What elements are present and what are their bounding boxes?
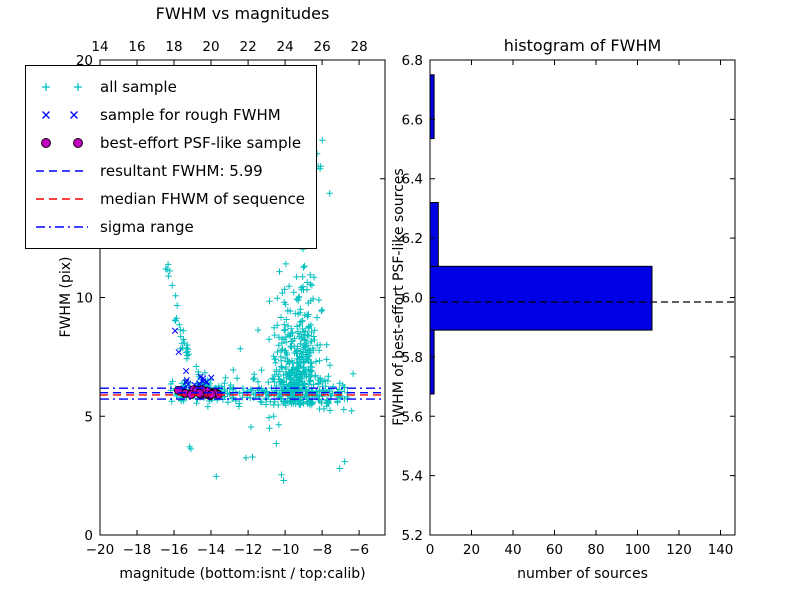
- circle-marker-icon: [41, 138, 83, 148]
- tick-label: 6.8: [402, 53, 423, 69]
- histogram-bars: [429, 74, 653, 395]
- legend-item: median FHWM of sequence: [34, 185, 312, 213]
- tick-label: 14: [91, 39, 108, 55]
- legend-item-label: median FHWM of sequence: [100, 190, 305, 208]
- tick-label: 5: [84, 409, 93, 425]
- legend-item: all sample: [34, 73, 312, 101]
- legend-item-label: sample for rough FWHM: [100, 106, 281, 124]
- tick-label: 5.2: [402, 528, 423, 544]
- tick-label: 20: [463, 542, 480, 558]
- legend-item: best-effort PSF-like sample: [34, 129, 312, 157]
- tick-label: −10: [271, 542, 300, 558]
- tick-label: 120: [666, 542, 692, 558]
- legend-item: resultant FWHM: 5.99: [34, 157, 312, 185]
- histogram-axes: 0 20 40 60 80 100 120 140 5.2 5.4 5.6 5.8 6.0 6.2 6.4 6…: [402, 53, 736, 558]
- tick-label: 20: [202, 39, 219, 55]
- legend-item-label: sigma range: [100, 218, 194, 236]
- legend-item-label: all sample: [100, 78, 177, 96]
- tick-label: 100: [625, 542, 651, 558]
- tick-label: −12: [234, 542, 263, 558]
- tick-label: 5.4: [402, 469, 423, 485]
- tick-label: 5.8: [402, 350, 423, 366]
- tick-label: 16: [128, 39, 145, 55]
- histogram-yaxis-label-text: FWHM of best-effort PSF-like sources: [391, 168, 407, 426]
- plus-marker-icon: [42, 83, 82, 91]
- tick-label: −20: [86, 542, 115, 558]
- legend-item: sigma range: [34, 213, 312, 241]
- scatter-xaxis-label: magnitude (bottom:isnt / top:calib): [119, 566, 366, 582]
- tick-label: −6: [349, 542, 369, 558]
- scatter-yaxis-label-text: FWHM (pix): [58, 256, 74, 338]
- dashed-marker-icon: [36, 198, 88, 200]
- legend-item-label: resultant FWHM: 5.99: [100, 162, 263, 180]
- x-marker-icon: [42, 111, 78, 119]
- tick-label: −14: [197, 542, 226, 558]
- scatter-plot-title: FWHM vs magnitudes: [155, 4, 330, 23]
- legend: all sample sample for rough FWHM best-effo…: [25, 65, 317, 249]
- tick-label: −16: [160, 542, 189, 558]
- dashdot-marker-icon: [36, 226, 88, 228]
- tick-label: 24: [277, 39, 294, 55]
- tick-label: 140: [708, 542, 734, 558]
- legend-item-label: best-effort PSF-like sample: [100, 134, 302, 152]
- tick-label: 22: [240, 39, 257, 55]
- tick-label: 6.6: [402, 112, 423, 128]
- tick-label: 5.6: [402, 409, 423, 425]
- tick-label: 28: [351, 39, 368, 55]
- tick-label: 6.4: [402, 172, 423, 188]
- tick-label: 6.0: [402, 291, 423, 307]
- tick-label: 18: [165, 39, 182, 55]
- tick-label: 0: [84, 528, 93, 544]
- tick-label: 10: [76, 291, 93, 307]
- tick-label: −8: [312, 542, 332, 558]
- legend-item: sample for rough FWHM: [34, 101, 312, 129]
- tick-label: 0: [426, 542, 435, 558]
- tick-label: 60: [546, 542, 563, 558]
- dashed-marker-icon: [36, 170, 88, 172]
- tick-label: 80: [587, 542, 604, 558]
- tick-label: 26: [314, 39, 331, 55]
- tick-label: −18: [123, 542, 152, 558]
- tick-label: 40: [504, 542, 521, 558]
- histogram-title: histogram of FWHM: [503, 36, 662, 55]
- tick-label: 6.2: [402, 231, 423, 247]
- scatter-content: [100, 65, 385, 484]
- histogram-xaxis-label: number of sources: [517, 566, 648, 582]
